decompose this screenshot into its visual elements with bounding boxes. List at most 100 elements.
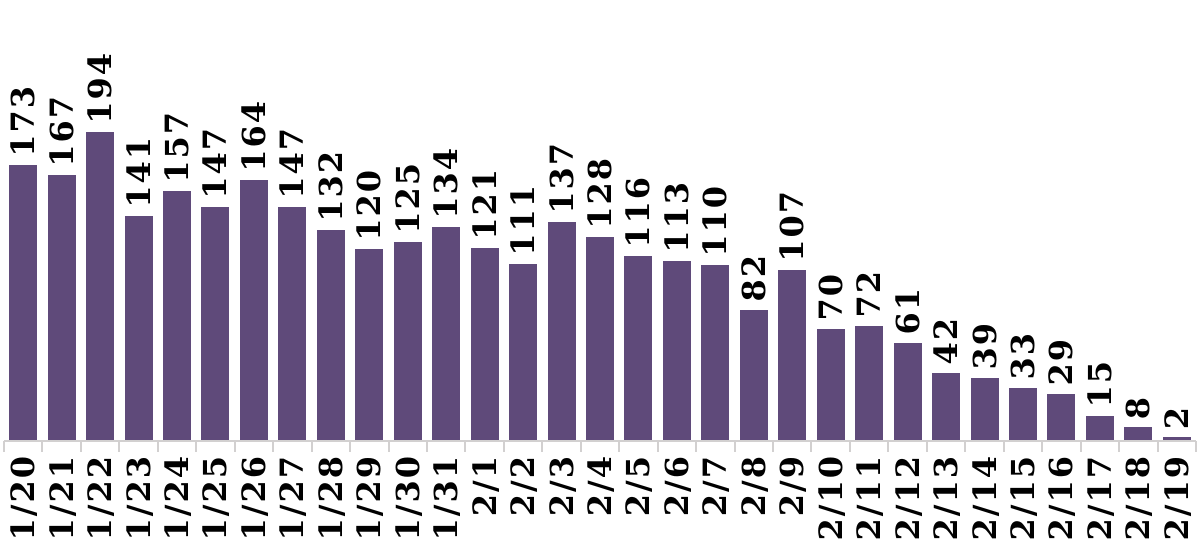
x-axis-label-cell: 2/14 (965, 454, 1004, 541)
bar-value-label: 82 (734, 253, 773, 302)
x-axis-label: 1/26 (234, 454, 273, 541)
x-axis-label: 2/12 (888, 454, 927, 541)
x-axis-line (4, 440, 1196, 442)
bar-value-label: 121 (465, 167, 504, 240)
x-axis-tick (195, 441, 198, 452)
x-axis-tick (964, 441, 967, 452)
bar-value-label: 33 (1004, 331, 1042, 380)
x-axis-label-cell: 2/5 (619, 454, 657, 516)
bar (547, 222, 576, 440)
x-axis-label: 2/6 (657, 454, 696, 517)
bar-value-label: 110 (696, 184, 735, 257)
bar-group: 70 (812, 272, 850, 440)
x-axis-tick (3, 441, 5, 452)
bar (816, 329, 845, 440)
bar (239, 180, 268, 440)
x-axis-label-cell: 2/15 (1004, 454, 1042, 540)
x-axis-tick (618, 441, 621, 452)
bar-group: 120 (350, 168, 388, 440)
bar-group: 137 (542, 141, 581, 440)
x-axis-label: 1/21 (42, 454, 81, 541)
bar (1047, 394, 1076, 440)
bar (86, 132, 115, 440)
x-axis-label: 1/28 (311, 454, 350, 541)
x-axis-labels: 1/20 1/21 1/22 1/23 1/24 1/25 1/26 1/27 … (4, 454, 1196, 554)
x-axis-tick (1079, 441, 1082, 452)
x-axis-label-cell: 1/28 (312, 454, 350, 540)
bar (1085, 416, 1114, 440)
x-axis-tick (233, 441, 236, 452)
bar-group: 2 (1158, 405, 1196, 440)
bar-value-label: 111 (504, 183, 543, 256)
x-axis-label-cell: 1/20 (4, 454, 42, 540)
x-axis-label: 2/9 (773, 454, 812, 517)
x-axis-tick (387, 441, 390, 452)
bar-group: 194 (81, 51, 119, 440)
x-axis-label: 1/29 (350, 454, 389, 541)
bar (624, 256, 653, 440)
bar-group: 15 (1081, 359, 1119, 440)
x-axis-label-cell: 1/29 (350, 454, 388, 540)
x-axis-tick (425, 441, 428, 452)
bar-value-label: 137 (542, 141, 581, 214)
bar (432, 227, 461, 440)
x-axis-label-cell: 2/12 (888, 454, 927, 541)
bar (124, 216, 153, 440)
x-axis-label: 2/13 (927, 454, 966, 541)
bar (201, 207, 230, 440)
bar-group: 173 (4, 84, 42, 440)
x-axis-tick (925, 441, 928, 452)
bar-value-label: 107 (773, 189, 812, 262)
x-axis-tick (887, 441, 890, 452)
x-axis-label: 2/15 (1004, 454, 1042, 541)
x-axis-label: 1/25 (196, 454, 235, 541)
x-axis-tick (1156, 441, 1159, 452)
bar-group: 134 (427, 146, 465, 440)
x-axis-label-cell: 1/26 (235, 454, 273, 540)
bar (393, 242, 422, 440)
bar-value-label: 141 (119, 135, 158, 208)
x-axis-label: 2/19 (1157, 454, 1196, 541)
bar (662, 261, 691, 440)
bar-value-label: 8 (1119, 394, 1158, 419)
x-axis-label: 2/16 (1042, 454, 1081, 541)
x-axis-label-cell: 2/9 (773, 454, 811, 516)
bar (893, 343, 922, 440)
x-axis-label-cell: 1/30 (389, 454, 427, 540)
bar-group: 110 (696, 184, 734, 440)
bar (316, 230, 345, 440)
bar-group: 121 (465, 167, 504, 440)
x-axis-label-cell: 2/16 (1042, 454, 1080, 540)
bar (278, 207, 307, 440)
bar-value-label: 116 (619, 175, 658, 248)
x-axis-tick (156, 441, 159, 452)
bar (1009, 388, 1037, 440)
x-axis-label-cell: 2/10 (812, 454, 850, 540)
x-axis-tick (579, 441, 582, 452)
bar-group: 141 (119, 135, 158, 440)
bar-value-label: 15 (1080, 359, 1119, 408)
bar (355, 249, 384, 440)
bar-group: 147 (273, 126, 311, 440)
bar-value-label: 173 (4, 84, 43, 157)
bar (701, 265, 730, 440)
x-axis-label: 1/31 (427, 454, 466, 541)
x-axis-label-cell: 2/17 (1081, 454, 1119, 540)
bar-group: 33 (1004, 331, 1042, 440)
bar-group: 132 (312, 149, 350, 440)
bar (586, 237, 615, 440)
bar-value-label: 134 (427, 146, 466, 219)
x-axis-tick (656, 441, 659, 452)
bar (47, 175, 76, 440)
x-axis-label: 2/18 (1119, 454, 1158, 541)
x-axis-label-cell: 2/13 (927, 454, 965, 540)
bar-group: 82 (735, 253, 773, 440)
x-axis-tick (79, 441, 82, 452)
bar-value-label: 147 (273, 126, 312, 199)
x-axis-label-cell: 2/19 (1158, 454, 1196, 540)
bar-group: 167 (42, 94, 81, 440)
bar (739, 310, 768, 440)
x-axis-label-cell: 2/11 (850, 454, 888, 540)
x-axis-label: 2/14 (965, 454, 1004, 541)
